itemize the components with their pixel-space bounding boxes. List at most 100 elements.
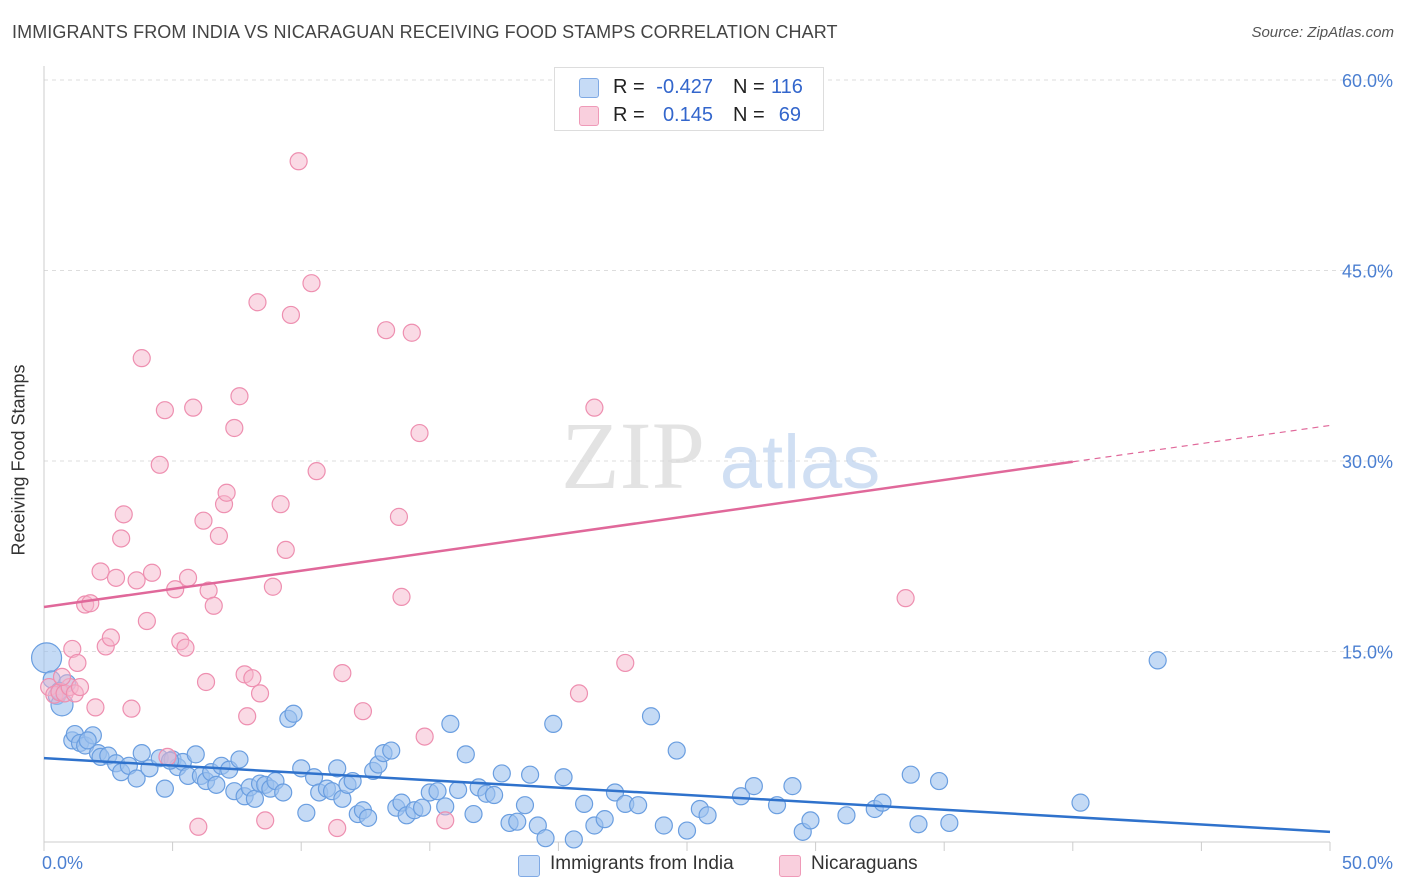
nicaraguans-point — [101, 628, 120, 647]
india-point — [508, 812, 527, 831]
trend-lines — [43, 424, 1331, 834]
india-point — [783, 777, 802, 796]
india-point — [412, 798, 432, 817]
nicaraguans-point — [225, 418, 244, 438]
india-point — [186, 745, 205, 764]
nicaraguans-point — [250, 684, 270, 703]
nicaraguans-point — [127, 571, 146, 590]
india-point — [207, 775, 226, 794]
nicaraguans-point — [86, 698, 105, 717]
axes — [43, 66, 1331, 851]
tick-labels: 15.0% 30.0% 45.0% 60.0% 0.0% 50.0% — [42, 71, 1393, 873]
legend-r-value: 0.145 — [662, 104, 713, 126]
y-tick-label: 30.0% — [1342, 452, 1393, 472]
nicaraguans-point — [896, 589, 915, 608]
india-point — [744, 777, 763, 796]
nicaraguans-point — [209, 526, 228, 546]
nicaraguans-point — [569, 684, 589, 703]
legend-n-label: N = — [733, 76, 765, 98]
india-point — [654, 816, 673, 835]
india-point — [78, 731, 97, 750]
nicaraguans-point — [142, 563, 162, 582]
nicaraguans-point — [585, 398, 604, 417]
india-point — [428, 782, 447, 801]
nicaraguans-point — [52, 667, 72, 687]
legend-n-value: 69 — [778, 104, 801, 126]
bottom-legend-label-nicaraguans: Nicaraguans — [811, 853, 918, 874]
nicaraguans-point — [410, 423, 429, 443]
nicaraguans-point — [415, 727, 434, 746]
nicaraguans-point — [114, 505, 133, 524]
india-point — [448, 780, 468, 800]
india-point — [837, 806, 856, 825]
india-trend-line — [43, 756, 1331, 834]
india-point — [554, 768, 573, 787]
legend-r-label: R = — [613, 76, 645, 98]
bottom-legend-swatch-nicaraguans — [779, 855, 801, 877]
india-point — [155, 779, 174, 798]
legend-swatch-india — [579, 78, 599, 98]
nicaraguans-point — [243, 669, 262, 688]
nicaraguans-point — [137, 611, 156, 631]
nicaraguans-point — [389, 507, 409, 526]
series-india-points — [30, 642, 1167, 849]
nicaraguans-point — [263, 577, 283, 596]
india-point — [328, 759, 347, 778]
nicaraguans-point — [184, 398, 203, 417]
india-point — [456, 745, 475, 764]
chart-title: IMMIGRANTS FROM INDIA VS NICARAGUAN RECE… — [12, 22, 838, 42]
nicaraguans-point — [132, 349, 151, 368]
india-point — [515, 796, 535, 815]
nicaraguans-point — [276, 540, 295, 560]
nicaraguans-point — [230, 387, 249, 406]
india-point — [801, 811, 820, 830]
india-point — [677, 821, 697, 840]
nicaraguans-point — [194, 511, 213, 530]
nicaraguans-point — [307, 462, 326, 481]
nicaraguans-point — [353, 702, 373, 721]
chart-source: Source: ZipAtlas.com — [1251, 24, 1394, 41]
nicaraguans-point — [238, 707, 257, 726]
nicaraguans-point — [204, 596, 223, 615]
india-point — [641, 707, 661, 726]
india-point — [441, 714, 460, 733]
nicaraguans-point — [436, 811, 455, 830]
nicaraguans-point — [281, 305, 301, 325]
nicaraguans-trend-line-dashed — [1072, 424, 1331, 463]
india-point — [127, 769, 146, 788]
nicaraguans-point — [155, 401, 174, 420]
india-point — [1148, 651, 1167, 670]
india-point — [492, 764, 511, 783]
india-point — [575, 794, 594, 814]
y-tick-label: 15.0% — [1342, 643, 1393, 663]
india-point — [564, 830, 583, 849]
india-point — [1071, 793, 1090, 812]
nicaraguans-point — [112, 529, 131, 548]
india-point — [731, 787, 751, 806]
legend-n-label: N = — [733, 104, 765, 126]
nicaraguans-point — [158, 747, 177, 767]
x-tick-label: 0.0% — [42, 853, 83, 873]
nicaraguans-point — [150, 455, 169, 474]
nicaraguans-point — [271, 495, 290, 514]
legend-row-nicaraguans: R = 0.145 N = 69 — [555, 100, 823, 128]
india-point — [595, 810, 614, 829]
nicaraguans-point — [616, 653, 635, 673]
bottom-legend-label-india: Immigrants from India — [550, 853, 734, 874]
india-point — [929, 771, 949, 791]
india-point — [382, 741, 401, 760]
india-point — [909, 815, 928, 834]
nicaraguans-point — [248, 293, 267, 312]
nicaraguans-point — [333, 663, 352, 683]
india-point — [284, 704, 303, 723]
legend-n-value: 116 — [771, 76, 803, 98]
india-point — [297, 803, 316, 822]
india-point — [132, 743, 151, 763]
india-point — [544, 714, 563, 733]
india-point — [667, 741, 686, 760]
india-point — [358, 808, 378, 827]
nicaraguans-point — [256, 811, 275, 830]
india-point — [230, 750, 249, 769]
nicaraguans-point — [178, 568, 198, 587]
